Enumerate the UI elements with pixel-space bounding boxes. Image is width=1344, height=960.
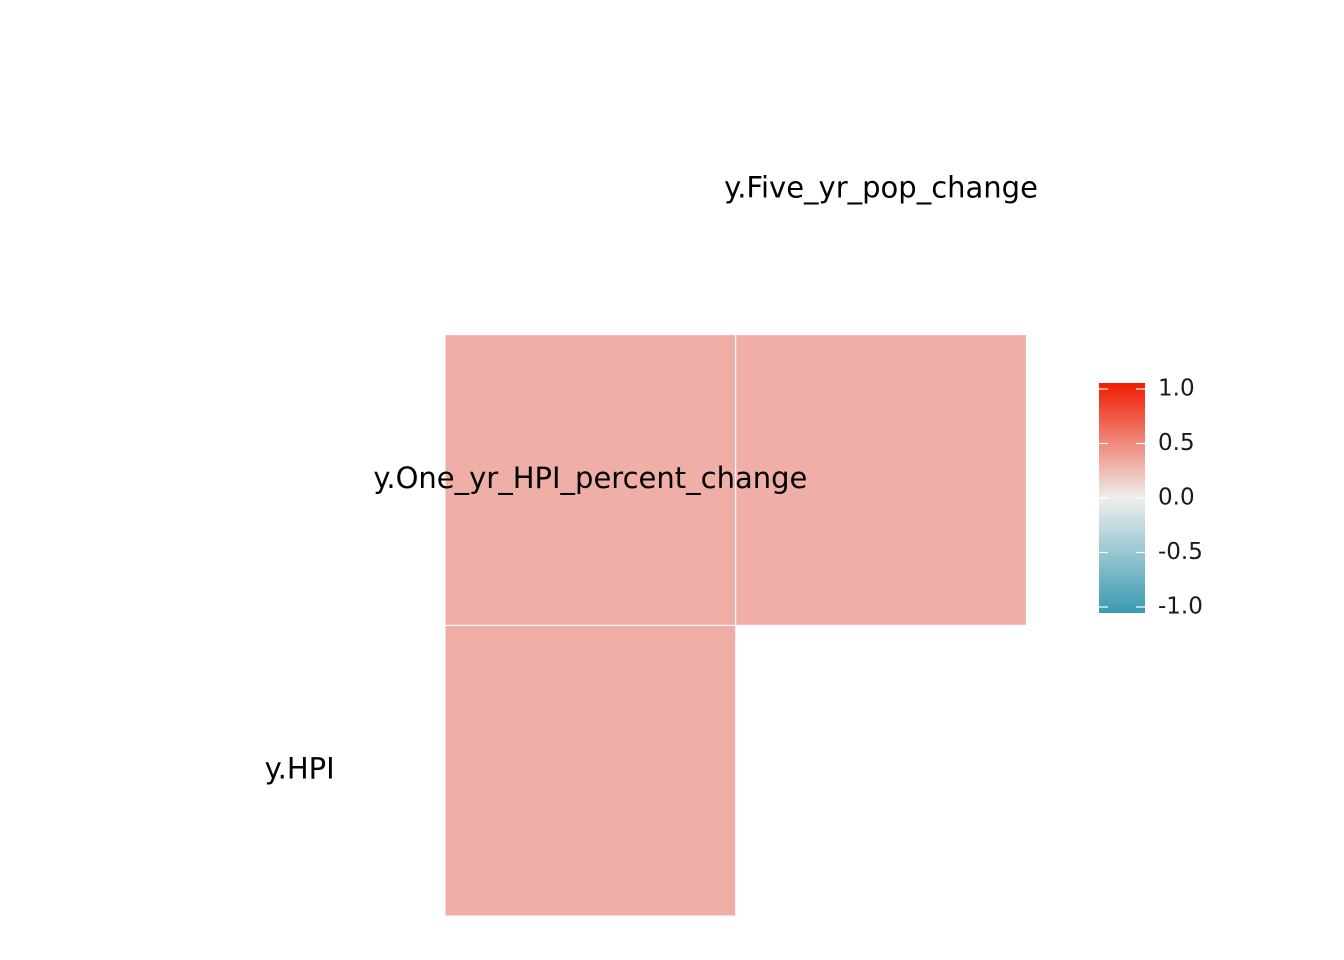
variable-labels: y.HPI y.One_yr_HPI_percent_change y.Five_y… (265, 170, 1038, 785)
legend-tick-label: 0.5 (1158, 430, 1195, 456)
color-legend: 1.0 0.5 0.0 -0.5 -1.0 (1099, 376, 1203, 620)
legend-tick-label: 0.0 (1158, 485, 1195, 511)
legend-tick-label: -1.0 (1158, 594, 1203, 620)
variable-label-1: y.HPI (265, 752, 335, 786)
heatmap-cells (444, 334, 1027, 917)
heatmap-cell-3 (735, 334, 1027, 626)
legend-tick-label: -0.5 (1158, 539, 1203, 565)
variable-label-2: y.One_yr_HPI_percent_change (373, 461, 807, 495)
legend-tick-label: 1.0 (1158, 376, 1195, 402)
variable-label-3: y.Five_yr_pop_change (724, 170, 1038, 204)
heatmap-cell-2 (444, 334, 737, 626)
heatmap-cell-1 (444, 624, 737, 917)
